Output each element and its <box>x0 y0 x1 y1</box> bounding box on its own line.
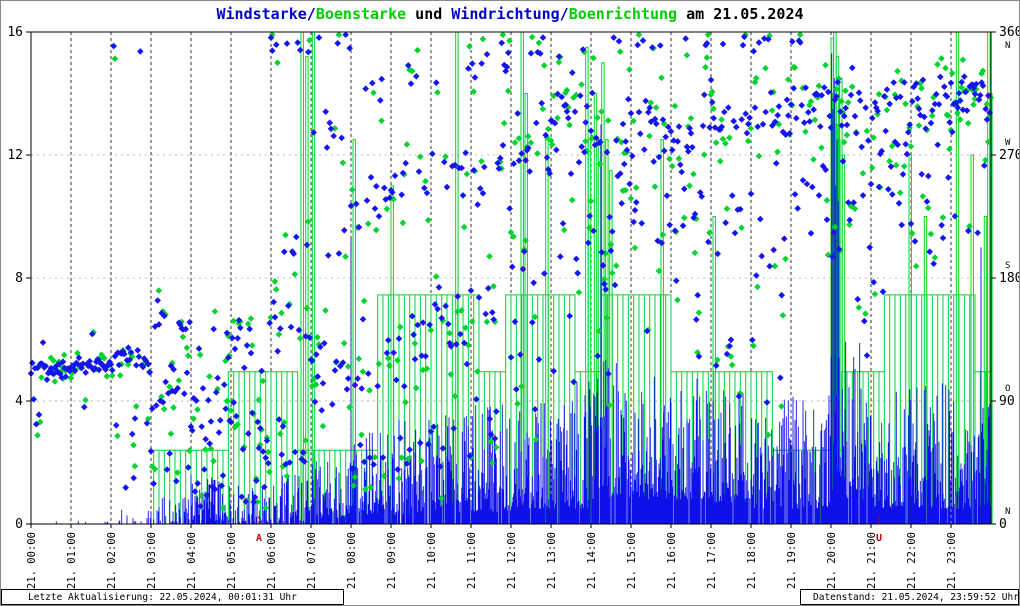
y-right-tick-label: 180 <box>999 271 1020 286</box>
y-left-tick-label: 4 <box>15 394 23 409</box>
x-tick-label: 21. 13:00 <box>546 532 558 589</box>
x-tick-label: 21. 17:00 <box>706 532 718 589</box>
y-left-tick-label: 8 <box>15 271 23 286</box>
x-tick-label: 21. 21:00 <box>866 532 878 589</box>
y-right-tick-label: 360 <box>999 25 1020 40</box>
chart-title: Windstarke/Boenstarke und Windrichtung/B… <box>1 5 1019 23</box>
x-tick-label: 21. 12:00 <box>506 532 518 589</box>
compass-letter: O <box>1005 384 1010 394</box>
compass-letter: N <box>1005 41 1010 51</box>
x-tick-label: 21. 23:00 <box>946 532 958 589</box>
x-tick-label: 21. 20:00 <box>826 532 838 589</box>
title-boenrichtung: Boenrichtung <box>568 5 678 23</box>
x-tick-label: 21. 09:00 <box>386 532 398 589</box>
data-timestamp-box: Datenstand: 21.05.2024, 23:59:52 Uhr <box>800 589 1019 605</box>
last-update-text: Letzte Aktualisierung: 22.05.2024, 00:01… <box>28 592 297 603</box>
gust-direction-points <box>34 31 995 512</box>
x-tick-label: 21. 04:00 <box>186 532 198 589</box>
title-windstarke: Windstarke/ <box>216 5 316 23</box>
y-left-tick-label: 16 <box>7 25 23 40</box>
y-right-tick-label: 270 <box>999 148 1020 163</box>
sunrise-marker-label: A <box>256 533 262 544</box>
x-tick-label: 21. 01:00 <box>66 532 78 589</box>
x-tick-label: 21. 22:00 <box>906 532 918 589</box>
x-tick-label: 21. 11:00 <box>466 532 478 589</box>
compass-letter: N <box>1005 507 1010 517</box>
x-tick-label: 21. 03:00 <box>146 532 158 589</box>
x-tick-label: 21. 08:00 <box>346 532 358 589</box>
x-tick-label: 21. 06:00 <box>266 532 278 589</box>
compass-letter: W <box>1005 138 1011 148</box>
title-boenstarke: Boenstarke <box>315 5 407 23</box>
y-right-tick-label: 0 <box>999 517 1007 532</box>
x-tick-label: 21. 07:00 <box>306 532 318 589</box>
x-tick-label: 21. 14:00 <box>586 532 598 589</box>
compass-letter: S <box>1005 261 1010 271</box>
y-left-tick-label: 0 <box>15 517 23 532</box>
wind-strength-impulses <box>55 53 991 524</box>
y-right-tick-label: 90 <box>999 394 1015 409</box>
x-tick-label: 21. 15:00 <box>626 532 638 589</box>
x-tick-label: 21. 10:00 <box>426 532 438 589</box>
title-und: und <box>406 5 452 23</box>
data-timestamp-text: Datenstand: 21.05.2024, 23:59:52 Uhr <box>813 592 1019 603</box>
x-tick-label: 21. 19:00 <box>786 532 798 589</box>
title-windrichtung: Windrichtung/ <box>451 5 569 23</box>
x-tick-label: 21. 05:00 <box>226 532 238 589</box>
last-update-box: Letzte Aktualisierung: 22.05.2024, 00:01… <box>1 589 344 605</box>
x-tick-label: 21. 02:00 <box>106 532 118 589</box>
title-date: am 21.05.2024 <box>677 5 804 23</box>
x-tick-label: 21. 16:00 <box>666 532 678 589</box>
x-tick-label: 21. 00:00 <box>26 532 38 589</box>
sunset-marker-label: U <box>876 533 882 544</box>
x-tick-label: 21. 18:00 <box>746 532 758 589</box>
y-left-tick-label: 12 <box>7 148 23 163</box>
